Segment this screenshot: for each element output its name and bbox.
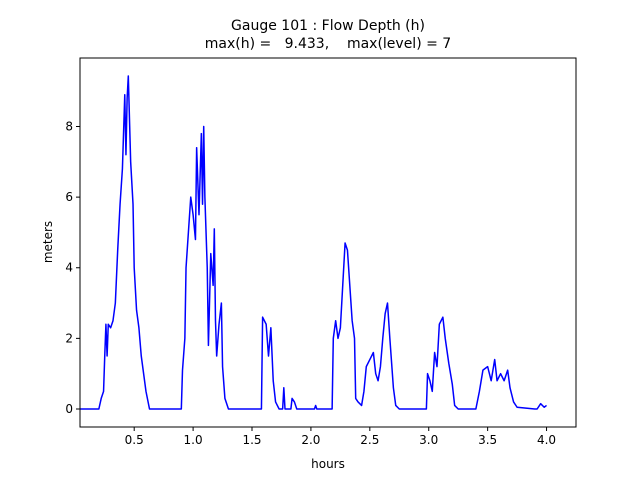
line-series — [80, 75, 547, 410]
x-tick-label: 4.0 — [537, 433, 556, 447]
x-tick-label: 2.0 — [301, 433, 320, 447]
chart-subtitle: max(h) = 9.433, max(level) = 7 — [205, 36, 451, 52]
y-tick-label: 0 — [65, 402, 73, 416]
x-axis-label: hours — [311, 457, 345, 471]
plot-frame — [79, 57, 577, 428]
x-tick-label: 0.5 — [125, 433, 144, 447]
y-tick-label: 6 — [65, 190, 73, 204]
x-tick-label: 3.5 — [478, 433, 497, 447]
x-tick-label: 3.0 — [419, 433, 438, 447]
y-tick-label: 4 — [65, 261, 73, 275]
x-tick-label: 1.5 — [242, 433, 261, 447]
y-axis-label: meters — [41, 221, 55, 263]
chart-title: Gauge 101 : Flow Depth (h) — [231, 18, 425, 34]
x-tick-label: 1.0 — [184, 433, 203, 447]
y-tick-label: 8 — [65, 120, 73, 134]
x-tick-label: 2.5 — [360, 433, 379, 447]
y-tick-label: 2 — [65, 331, 73, 345]
